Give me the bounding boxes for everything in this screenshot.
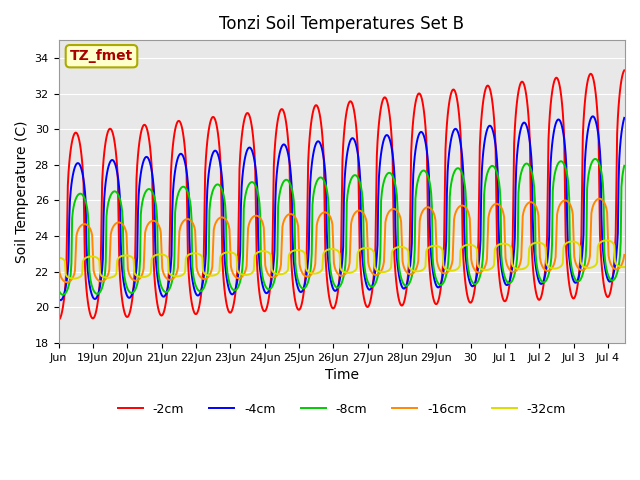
-4cm: [57, 297, 65, 303]
-4cm: [54, 295, 62, 301]
-8cm: [367, 284, 375, 289]
-8cm: [591, 156, 599, 162]
Line: -4cm: -4cm: [58, 116, 624, 300]
-8cm: [59, 292, 67, 298]
-4cm: [620, 115, 628, 121]
Title: Tonzi Soil Temperatures Set B: Tonzi Soil Temperatures Set B: [220, 15, 464, 33]
-8cm: [620, 163, 628, 168]
-32cm: [367, 246, 375, 252]
-4cm: [436, 282, 444, 288]
Legend: -2cm, -4cm, -8cm, -16cm, -32cm: -2cm, -4cm, -8cm, -16cm, -32cm: [113, 398, 571, 421]
-4cm: [474, 263, 482, 269]
-2cm: [54, 317, 62, 323]
-2cm: [367, 298, 374, 304]
-2cm: [436, 292, 444, 298]
Y-axis label: Soil Temperature (C): Soil Temperature (C): [15, 120, 29, 263]
-32cm: [573, 240, 580, 245]
-2cm: [428, 288, 436, 293]
-32cm: [474, 264, 482, 269]
-32cm: [70, 276, 77, 281]
-8cm: [429, 254, 436, 260]
Text: TZ_fmet: TZ_fmet: [70, 49, 133, 63]
-8cm: [54, 287, 62, 293]
-2cm: [620, 68, 628, 73]
-32cm: [603, 238, 611, 243]
-32cm: [54, 255, 62, 261]
-32cm: [620, 264, 628, 270]
-32cm: [608, 240, 616, 245]
-8cm: [436, 282, 444, 288]
-16cm: [54, 251, 62, 257]
-16cm: [436, 268, 444, 274]
-4cm: [367, 286, 375, 291]
-8cm: [474, 278, 482, 284]
-16cm: [63, 279, 71, 285]
Line: -8cm: -8cm: [58, 159, 624, 295]
-4cm: [573, 279, 580, 285]
-16cm: [620, 252, 628, 258]
-16cm: [595, 196, 603, 202]
-4cm: [589, 113, 596, 119]
-2cm: [572, 292, 579, 298]
-2cm: [474, 254, 481, 260]
-16cm: [429, 208, 436, 214]
-32cm: [429, 243, 436, 249]
X-axis label: Time: Time: [324, 368, 359, 382]
-16cm: [573, 262, 580, 268]
-32cm: [436, 245, 444, 251]
-2cm: [607, 288, 614, 293]
-8cm: [573, 278, 580, 284]
Line: -32cm: -32cm: [58, 240, 624, 278]
Line: -16cm: -16cm: [58, 199, 624, 282]
-4cm: [429, 266, 436, 272]
-16cm: [367, 268, 375, 274]
-16cm: [608, 264, 616, 269]
-4cm: [608, 276, 616, 282]
-16cm: [474, 270, 482, 276]
Line: -2cm: -2cm: [58, 71, 624, 320]
-8cm: [608, 277, 616, 283]
